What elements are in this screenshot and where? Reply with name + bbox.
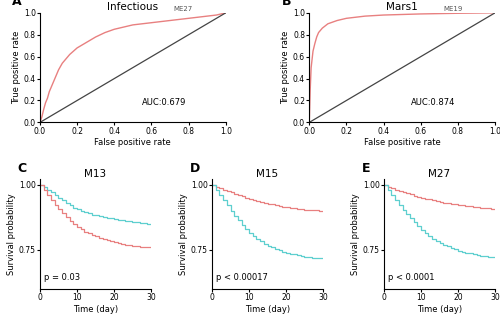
Y-axis label: Survival probability: Survival probability [7,193,16,275]
X-axis label: Time (day): Time (day) [417,305,462,314]
Text: p < 0.0001: p < 0.0001 [388,273,435,282]
Y-axis label: Survival probability: Survival probability [179,193,188,275]
X-axis label: False positive rate: False positive rate [94,138,171,147]
Y-axis label: Survival probability: Survival probability [351,193,360,275]
Title: Mars1: Mars1 [386,2,418,12]
Text: p = 0.03: p = 0.03 [44,273,80,282]
Text: C: C [18,162,27,175]
Text: AUC:0.679: AUC:0.679 [142,98,186,107]
X-axis label: False positive rate: False positive rate [364,138,440,147]
Text: D: D [190,162,200,175]
X-axis label: Time (day): Time (day) [73,305,118,314]
Y-axis label: True positive rate: True positive rate [12,31,21,104]
Title: M15: M15 [256,169,278,178]
Text: B: B [282,0,291,8]
Title: M27: M27 [428,169,450,178]
Text: p < 0.00017: p < 0.00017 [216,273,268,282]
Text: ME27: ME27 [174,6,193,12]
Title: M13: M13 [84,169,106,178]
X-axis label: Time (day): Time (day) [245,305,290,314]
Text: A: A [12,0,22,8]
Text: ME19: ME19 [443,6,462,12]
Title: Infectious: Infectious [108,2,158,12]
Text: AUC:0.874: AUC:0.874 [412,98,456,107]
Text: E: E [362,162,370,175]
Y-axis label: True positive rate: True positive rate [281,31,290,104]
